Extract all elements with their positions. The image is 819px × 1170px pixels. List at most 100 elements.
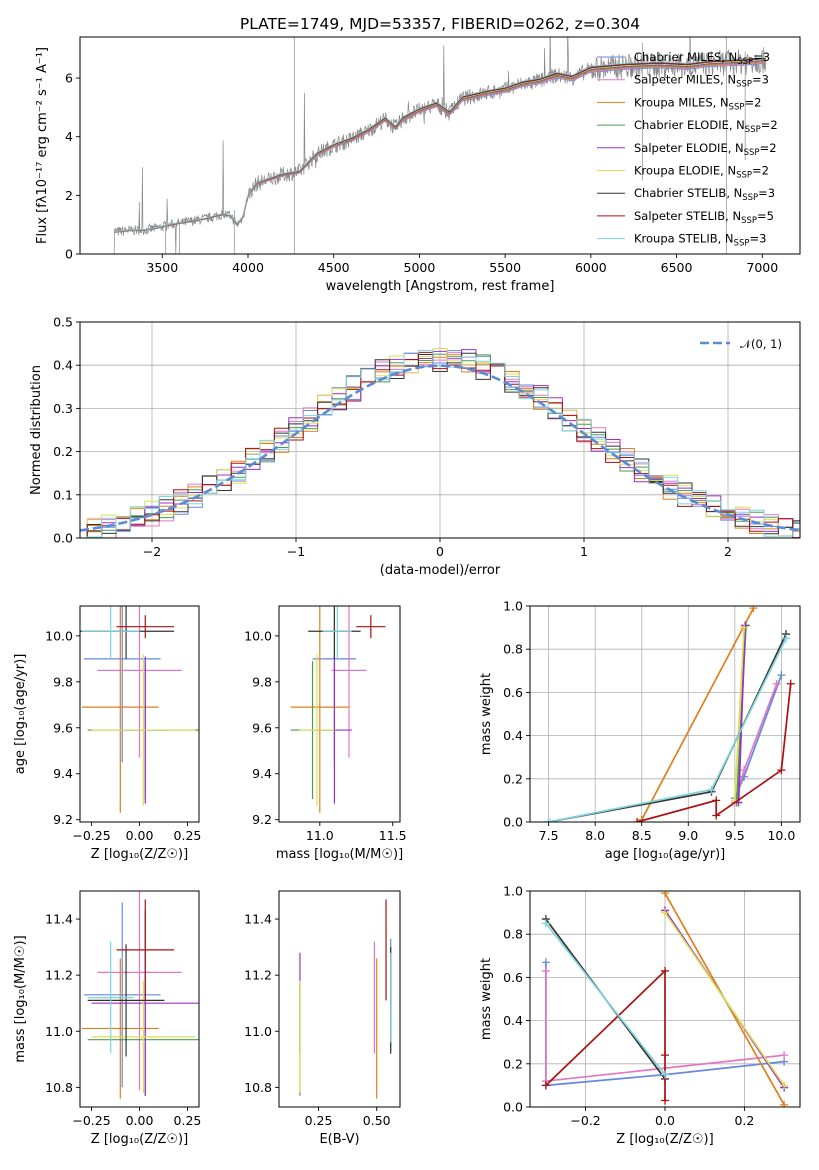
model-fit-line [114,56,766,233]
errorbar-point [81,606,159,813]
y-tick-label: 0.1 [53,487,73,502]
ebv-mass-panel: 0.25 0.50 10.8 11.0 11.2 11.4 E(B-V) [244,890,401,1147]
y-tick-label: 10.0 [244,628,272,643]
x-tick-label: 0.25 [305,1113,333,1128]
age-weight-panel: 7.5 8.0 8.5 9.0 9.5 10.0 0.0 0.2 0.4 0.6 0.8 1.0 age… [479,599,801,862]
legend-count: =3 [752,73,769,87]
weight-marker [780,1051,789,1060]
legend-count: =2 [760,141,777,155]
errorbar-point [83,902,161,1088]
legend-count: =2 [744,95,761,109]
legend-subscript: SSP [741,216,757,226]
residuals-panel: −2 −1 0 1 2 0.0 0.1 0.2 0.3 0.4 0.5 (data-model)/er… [29,315,801,578]
legend-count: =3 [753,50,770,64]
legend-subscript: SSP [736,171,752,181]
x-axis-label: (data-model)/error [380,563,501,578]
y-tick-label: 9.6 [53,720,73,735]
weight-marker [712,796,721,805]
x-axis-label: Z [log₁₀(Z/Z☉)] [91,1132,188,1147]
axes-frame [529,605,801,823]
weight-marker [749,606,758,613]
x-tick-label: 6500 [661,260,693,275]
legend-label: Salpeter MILES, NSSP=3 [634,73,769,90]
x-tick-label: 0.25 [174,828,202,843]
errorbar-point [290,606,349,813]
figure-title: PLATE=1749, MJD=53357, FIBERID=0262, z=0… [240,15,640,33]
residual-histogram [80,353,800,538]
y-tick-label: 10.8 [45,1080,73,1095]
z-weight-plot-area [541,891,789,1107]
y-axis-label: mass [log₁₀(M/M☉)] [13,935,28,1062]
x-tick-label: −0.25 [72,1113,110,1128]
x-axis-label: Z [log₁₀(Z/Z☉)] [616,1132,713,1147]
legend-count: =2 [761,118,778,132]
mass-age-plot-area [290,606,386,813]
x-axis-label: age [log₁₀(age/yr)] [605,847,726,862]
errorbar-point [97,606,182,758]
y-tick-label: 9.4 [53,766,73,781]
z-mass-plot-area [81,891,199,1099]
x-tick-label: −2 [143,544,161,559]
x-tick-label: −1 [287,544,305,559]
y-tick-label: 0.3 [53,401,73,416]
weight-line [733,627,745,801]
x-tick-label: 0.0 [655,1113,675,1128]
x-axis-label: mass [log₁₀(M/M☉)] [276,847,403,862]
weight-marker [740,623,749,632]
z-age-panel: −0.25 0.00 0.25 9.2 9.4 9.6 9.8 10.0 Z [log₁₀(Z/… [13,605,202,862]
gaussian-curve [80,364,800,532]
x-axis-label: wavelength [Angstrom, rest frame] [326,279,555,294]
residual-histogram [80,352,800,538]
weight-line [545,922,666,1076]
errorbar-point [87,944,165,1057]
weight-marker [740,766,749,775]
legend-subscript: SSP [742,193,758,203]
weight-marker [544,818,553,822]
x-tick-label: 6000 [575,260,607,275]
x-tick-label: 0.00 [126,1113,154,1128]
errorbar-point [116,615,175,639]
x-tick-label: 0 [436,544,444,559]
legend-count: =2 [752,164,769,178]
weight-marker [780,1100,789,1107]
axes-frame [79,36,801,255]
weight-line [548,633,787,822]
weight-marker [661,908,669,917]
legend-label: Salpeter STELIB, NSSP=5 [634,209,774,226]
x-tick-label: 0.25 [174,1113,202,1128]
spectrum-plot-area [112,37,767,254]
legend-label: Chabrier MILES, NSSP=3 [634,50,770,67]
y-tick-label: 11.0 [45,1024,73,1039]
y-tick-label: 0.0 [503,1100,523,1115]
y-tick-label: 4 [65,129,73,144]
x-tick-label: 0.50 [363,1113,391,1128]
y-tick-label: 11.2 [45,968,73,983]
x-tick-label: 4500 [318,260,350,275]
x-tick-label: 0.00 [126,828,154,843]
y-tick-label: 0.8 [503,642,523,657]
y-tick-label: 10.0 [45,628,73,643]
weight-marker [772,679,781,688]
errorbar-point [116,899,175,1001]
weight-marker [661,1096,669,1105]
y-tick-label: 0.2 [503,1056,523,1071]
errorbar-point [83,606,161,763]
weight-marker [780,1081,789,1090]
x-tick-label: 10.0 [767,828,795,843]
residual-histogram [80,354,800,538]
x-tick-label: 4000 [232,260,264,275]
weight-marker [777,766,786,775]
y-tick-label: 0 [65,247,73,262]
z-weight-panel: −0.2 0.0 0.2 0.0 0.2 0.4 0.6 0.8 1.0 Z [log₁₀(Z/Z… [479,884,801,1147]
errorbar-point [91,654,196,806]
y-tick-label: 0.0 [503,815,523,830]
errorbar-point [299,654,335,806]
legend-label: Kroupa MILES, NSSP=2 [634,95,761,112]
x-tick-label: 3500 [146,260,178,275]
errorbar-point [331,606,367,758]
y-axis-label: mass weight [479,958,494,1040]
errorbar-point [81,958,159,1099]
x-tick-label: 8.5 [632,828,652,843]
weight-marker [786,679,795,688]
